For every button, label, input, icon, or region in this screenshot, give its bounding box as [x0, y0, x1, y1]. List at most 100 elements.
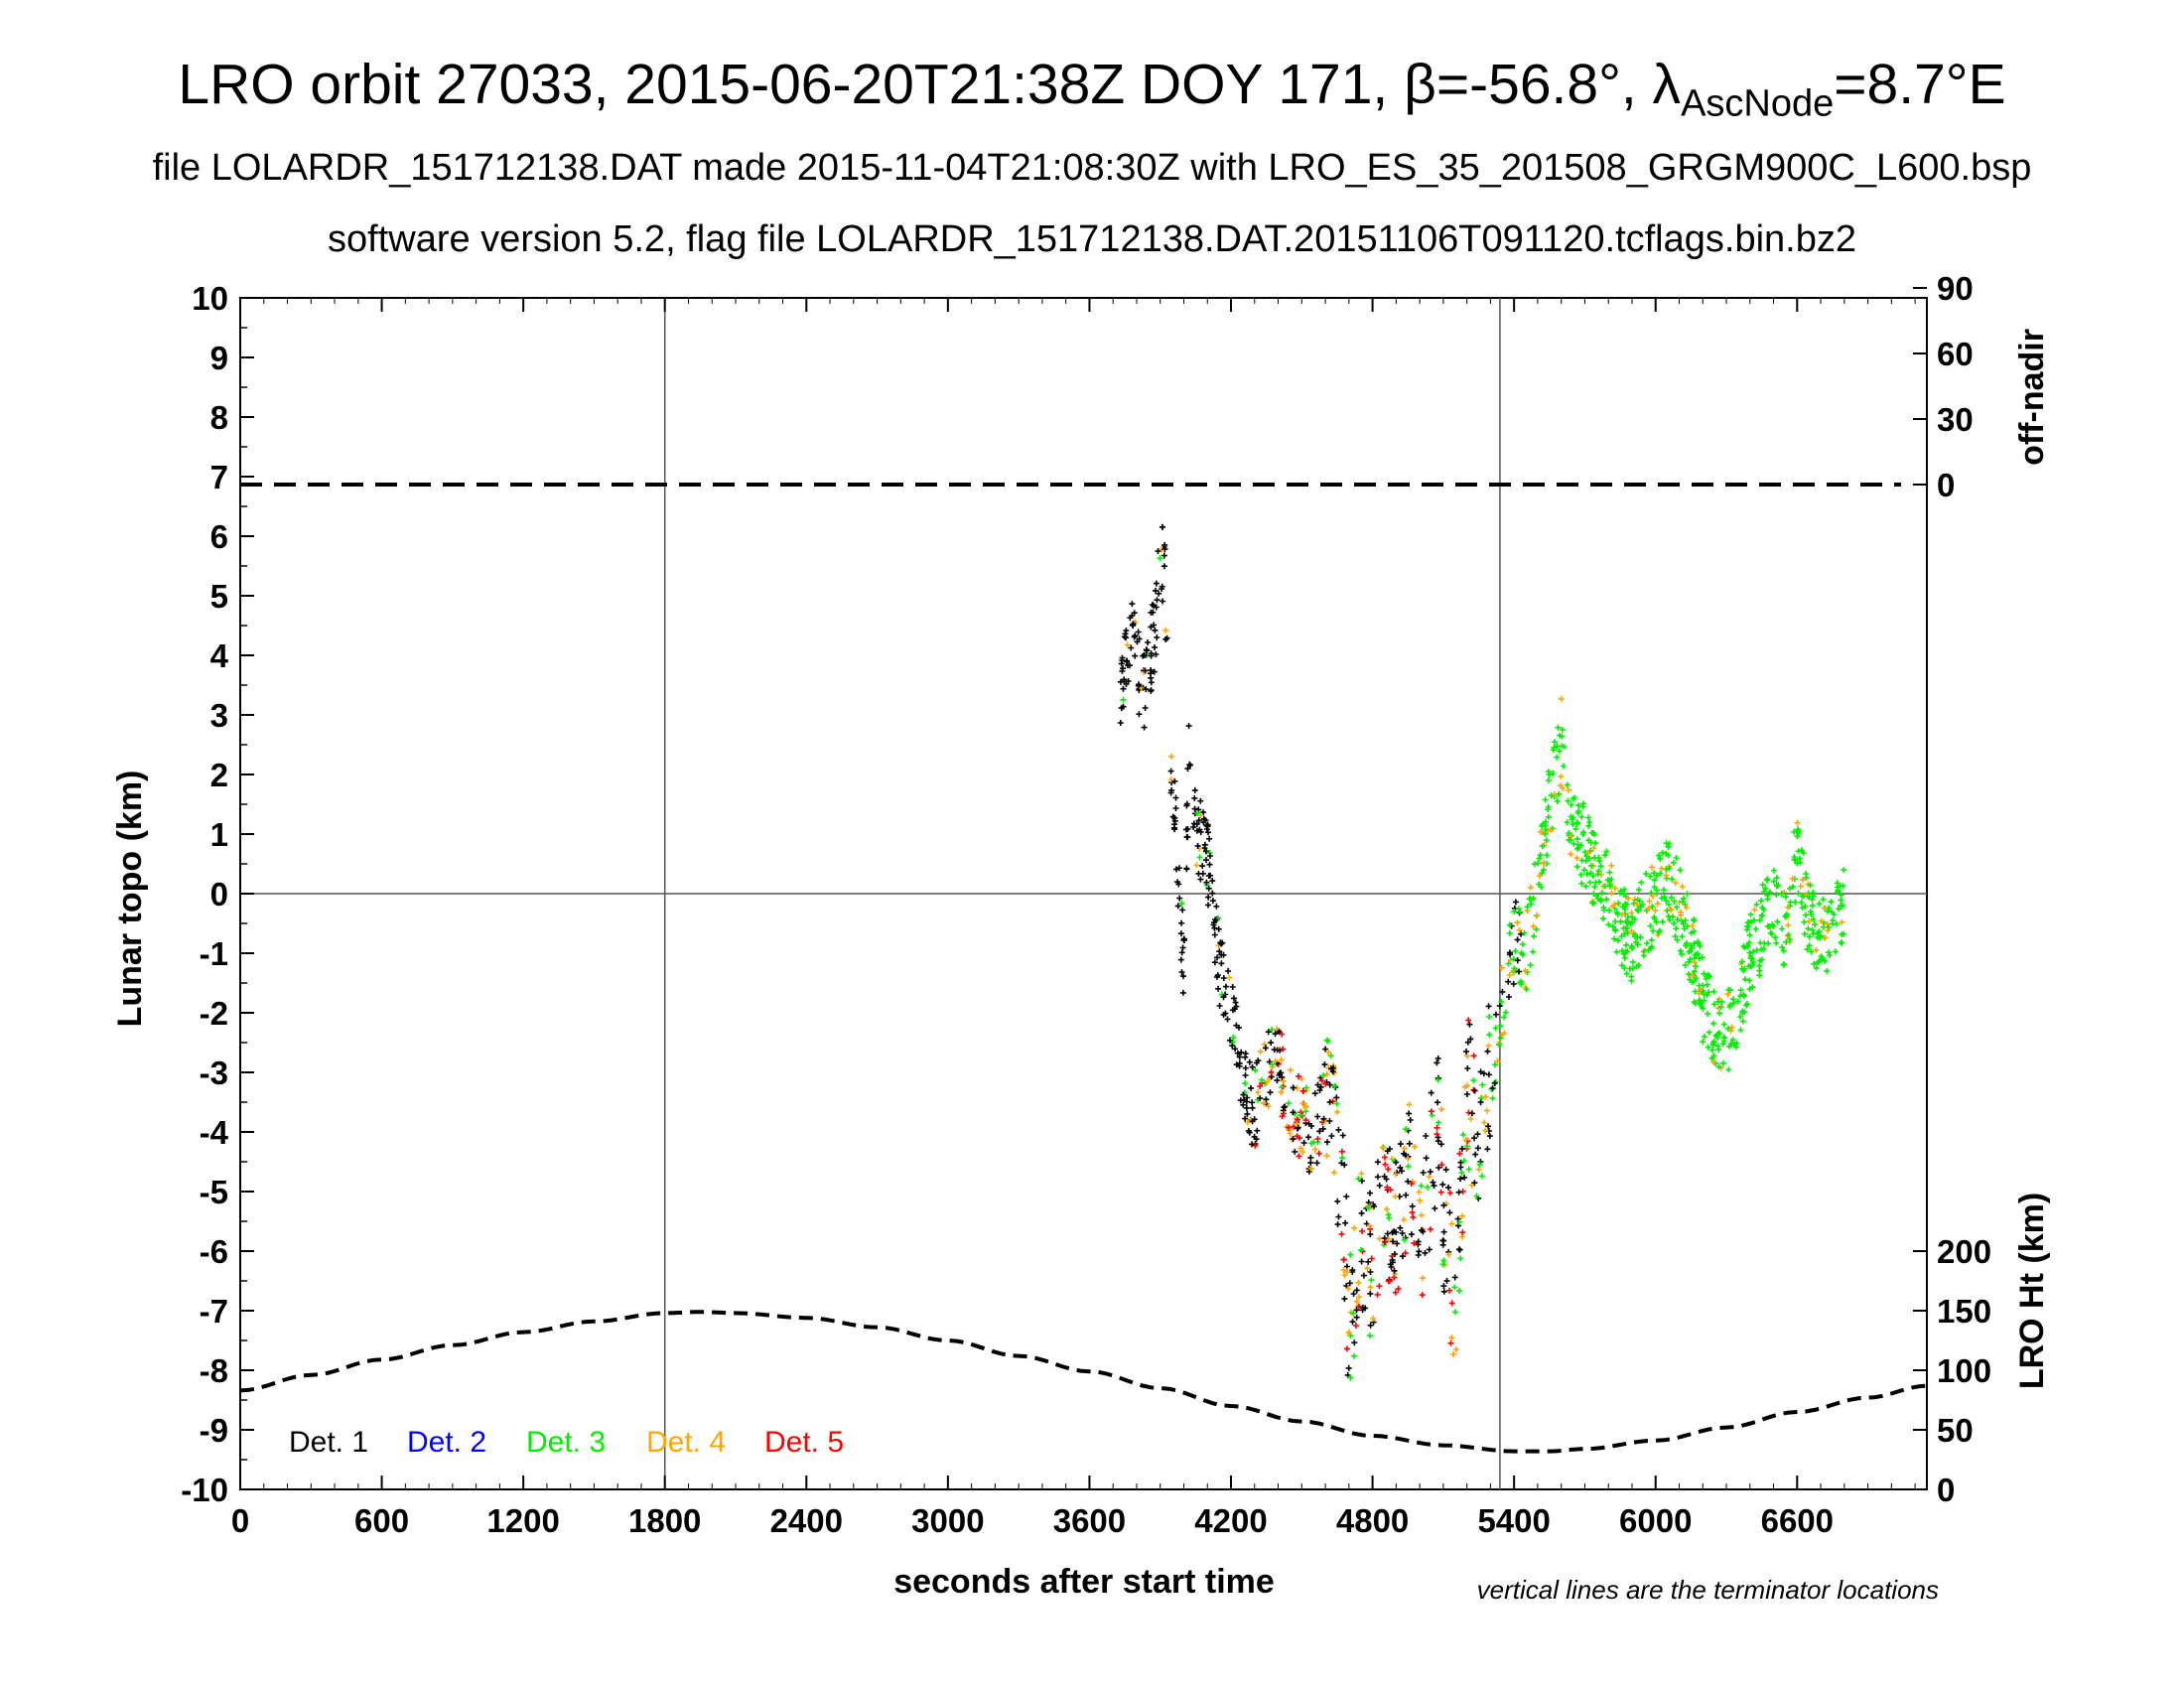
topo-point — [1557, 732, 1564, 739]
y-tick-label: 4 — [210, 637, 229, 674]
topo-point — [1358, 1258, 1365, 1265]
topo-point — [1195, 806, 1202, 813]
topo-point — [1825, 923, 1832, 930]
topo-point — [1772, 934, 1779, 941]
topo-point — [1334, 1221, 1341, 1228]
topo-point — [1249, 1141, 1256, 1148]
topo-point — [1302, 1117, 1309, 1124]
topo-point — [1125, 662, 1131, 668]
topo-point — [1194, 809, 1201, 816]
topo-point — [1193, 862, 1200, 869]
topo-point — [1211, 959, 1218, 966]
topo-point — [1203, 879, 1210, 886]
topo-point — [1435, 1164, 1442, 1171]
topo-point — [1232, 1046, 1239, 1053]
topo-point — [1716, 1010, 1722, 1017]
topo-point — [1399, 1230, 1406, 1236]
topo-point — [1673, 855, 1680, 861]
topo-point — [1456, 1246, 1463, 1253]
topo-point — [1218, 960, 1225, 967]
topo-point — [1297, 1135, 1302, 1142]
topo-point — [1827, 952, 1834, 958]
topo-point — [1434, 1099, 1441, 1106]
topo-point — [1659, 918, 1666, 925]
topo-point — [1434, 1134, 1441, 1141]
topo-point — [1394, 1240, 1401, 1247]
topo-point — [1213, 903, 1220, 910]
topo-point — [1785, 921, 1792, 928]
topo-point — [1470, 1086, 1477, 1093]
topo-point — [1590, 900, 1597, 907]
topo-point — [1233, 1061, 1240, 1068]
topo-point — [1178, 919, 1185, 926]
topo-point — [1488, 1086, 1495, 1092]
topo-point — [1352, 1323, 1359, 1329]
topo-point — [1408, 1181, 1415, 1187]
topo-point — [1643, 870, 1650, 877]
topo-point — [1803, 892, 1810, 899]
topo-point — [1515, 906, 1522, 913]
topo-point — [1205, 902, 1211, 909]
topo-point — [1498, 998, 1505, 1005]
topo-point — [1327, 1053, 1334, 1059]
topo-point — [1832, 948, 1839, 955]
topo-point — [1448, 1335, 1455, 1341]
topo-point — [1347, 1374, 1354, 1381]
topo-point — [1794, 833, 1801, 840]
topo-point — [1670, 859, 1677, 866]
topo-point — [1806, 933, 1813, 940]
topo-point — [1399, 1253, 1406, 1260]
topo-point — [1205, 885, 1212, 892]
topo-point — [1176, 895, 1183, 902]
topo-point — [1392, 1171, 1399, 1178]
topo-point — [1269, 1061, 1276, 1068]
topo-point — [1527, 884, 1534, 891]
topo-point — [1746, 918, 1752, 925]
topo-point — [1390, 1238, 1397, 1245]
topo-point — [1386, 1277, 1393, 1284]
topo-point — [1384, 1230, 1391, 1237]
topo-point — [1232, 999, 1239, 1006]
topo-point — [1434, 1055, 1441, 1061]
topo-point — [1789, 876, 1796, 882]
topo-point — [1679, 883, 1686, 890]
topo-point — [1206, 861, 1213, 868]
topo-point — [1497, 1023, 1504, 1030]
topo-point — [1753, 901, 1760, 908]
topo-point — [1645, 946, 1652, 953]
topo-point — [1392, 1193, 1399, 1199]
topo-point — [1752, 925, 1759, 932]
topo-point — [1668, 894, 1675, 901]
topo-point — [1195, 870, 1202, 877]
topo-point — [1368, 1277, 1375, 1284]
topo-point — [1405, 1155, 1411, 1162]
topo-point — [1287, 1130, 1294, 1137]
x-tick-label: 600 — [354, 1502, 409, 1539]
topo-point — [1774, 918, 1781, 925]
topo-point — [1679, 899, 1686, 906]
x-tick-label: 3000 — [911, 1502, 984, 1539]
topo-point — [1587, 839, 1594, 846]
topo-point — [1554, 743, 1561, 750]
topo-point — [1350, 1291, 1357, 1297]
topo-point — [1682, 917, 1689, 923]
topo-point — [1411, 1240, 1418, 1247]
topo-point — [1505, 960, 1512, 967]
topo-point — [1268, 1040, 1275, 1047]
topo-point — [1427, 1169, 1433, 1176]
topo-point — [1437, 1141, 1444, 1148]
topo-point — [1307, 1154, 1314, 1161]
topo-point — [1473, 1193, 1480, 1199]
topo-point — [1715, 998, 1721, 1005]
topo-point — [1820, 896, 1827, 903]
topo-point — [1468, 1110, 1475, 1117]
topo-point — [1543, 837, 1550, 844]
topo-point — [1360, 1272, 1367, 1279]
topo-point — [1705, 1011, 1710, 1017]
topo-point — [1759, 882, 1766, 889]
topo-point — [1455, 1218, 1462, 1225]
topo-point — [1534, 912, 1540, 918]
topo-point — [1485, 1071, 1492, 1078]
topo-point — [1365, 1204, 1372, 1211]
